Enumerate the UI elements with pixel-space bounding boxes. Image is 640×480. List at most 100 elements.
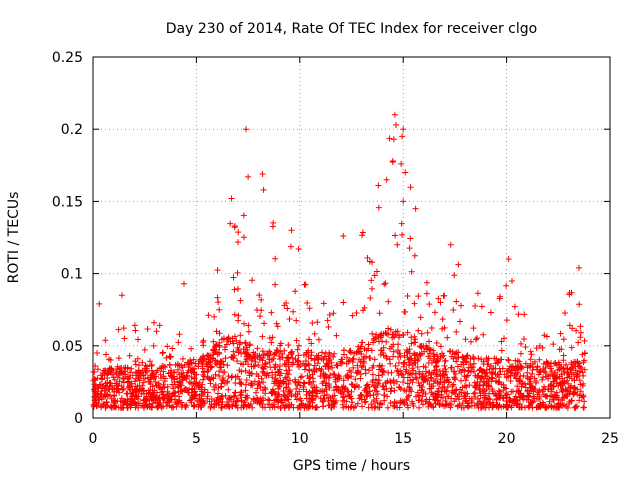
data-point [190,356,197,363]
data-point [280,388,287,395]
data-point [552,392,559,399]
data-point [295,358,302,365]
data-point [472,393,479,400]
data-point [326,311,333,318]
data-point [171,381,178,388]
data-point [108,366,115,373]
data-point [380,352,387,359]
data-point [376,377,383,384]
data-point [122,364,129,371]
data-point [425,403,432,410]
data-point [235,312,242,319]
data-point [372,403,379,410]
data-point [542,369,549,376]
data-point [369,259,376,266]
data-point [557,379,564,386]
data-point [258,307,265,314]
data-point [411,333,418,340]
data-point [555,359,562,366]
data-point [333,362,340,369]
data-point [238,397,245,404]
data-point [414,357,421,364]
data-point [331,387,338,394]
data-point [205,352,212,359]
data-point [90,403,97,410]
data-point [295,342,302,349]
data-point [520,395,527,402]
data-point [494,401,501,408]
data-point [348,373,355,380]
data-point [350,355,357,362]
data-point [427,355,434,362]
data-point [382,379,389,386]
data-point [306,366,313,373]
data-point [548,365,555,372]
data-point [418,330,425,337]
data-point [215,385,222,392]
data-point [92,388,99,395]
data-point [470,390,477,397]
data-point [353,370,360,377]
data-point [498,338,505,345]
data-point [196,401,203,408]
y-tick-label: 0.1 [61,267,83,283]
data-point [249,277,256,284]
data-point [414,363,421,370]
data-point [490,390,497,397]
data-point [522,343,529,350]
data-point [135,362,142,369]
data-point [578,365,585,372]
data-point [255,361,262,368]
data-point [256,352,263,359]
data-point [395,372,402,379]
data-point [404,329,411,336]
data-point [117,398,124,405]
data-point [285,341,292,348]
data-point [129,372,136,379]
data-point [216,330,223,337]
data-point [326,384,333,391]
data-point [383,353,390,360]
data-point [243,344,250,351]
data-point [319,380,326,387]
data-point [279,399,286,406]
data-point [317,395,324,402]
data-point [540,374,547,381]
data-point [574,373,581,380]
data-point [168,404,175,411]
data-point [144,374,151,381]
data-point [237,379,244,386]
data-point [376,310,383,317]
data-point [368,401,375,408]
data-point [303,349,310,356]
data-point [369,330,376,337]
data-point [365,390,372,397]
data-point [164,399,171,406]
data-point [297,362,304,369]
data-point [508,277,515,284]
data-point [140,379,147,386]
data-point [148,403,155,410]
data-point [419,384,426,391]
data-point [497,293,504,300]
data-point [212,371,219,378]
data-point [281,302,288,309]
data-point [415,327,422,334]
data-point [348,403,355,410]
data-point [431,309,438,316]
data-point [288,227,295,234]
data-point [240,234,247,241]
data-point [537,367,544,374]
data-point [576,301,583,308]
data-point [498,381,505,388]
data-point [330,310,337,317]
data-point [241,320,247,327]
data-point [398,370,405,377]
data-point [94,402,101,409]
data-point [141,346,148,353]
data-point [420,363,427,370]
data-point [481,395,488,402]
data-point [234,344,241,351]
data-point [490,365,497,372]
data-point [408,268,415,275]
